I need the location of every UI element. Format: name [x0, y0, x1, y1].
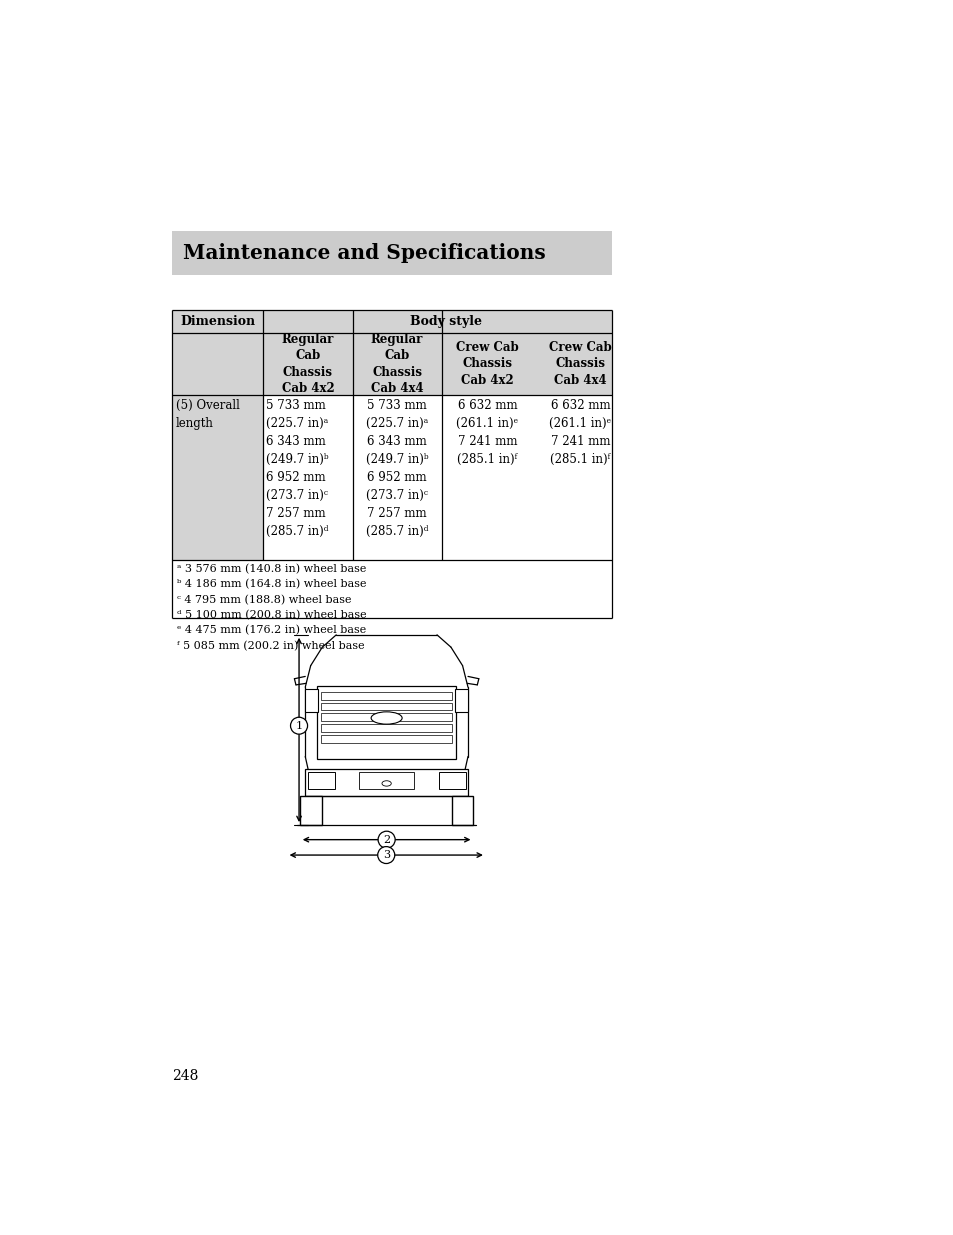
Bar	[438, 772, 465, 789]
Bar	[320, 714, 452, 721]
Text: (5) Overall
length: (5) Overall length	[175, 399, 239, 430]
Ellipse shape	[371, 711, 402, 724]
Circle shape	[377, 846, 395, 863]
Bar	[263, 395, 353, 561]
Bar	[320, 735, 452, 742]
Bar	[172, 231, 612, 275]
Bar	[441, 395, 533, 561]
Bar	[307, 772, 335, 789]
Text: 248: 248	[172, 1070, 198, 1083]
Bar	[172, 395, 263, 561]
Text: Body style: Body style	[409, 315, 481, 329]
Bar	[320, 724, 452, 732]
Bar	[359, 772, 414, 789]
Bar	[172, 333, 612, 395]
Bar	[316, 685, 456, 758]
Text: 5 733 mm
(225.7 in)ᵃ
6 343 mm
(249.7 in)ᵇ
6 952 mm
(273.7 in)ᶜ
7 257 mm
(285.7 i: 5 733 mm (225.7 in)ᵃ 6 343 mm (249.7 in)…	[365, 399, 428, 538]
Bar	[320, 703, 452, 710]
Bar	[452, 795, 473, 825]
Bar	[353, 395, 441, 561]
Bar	[455, 689, 468, 711]
Text: Regular
Cab
Chassis
Cab 4x4: Regular Cab Chassis Cab 4x4	[371, 332, 423, 395]
Text: 6 632 mm
(261.1 in)ᵉ
7 241 mm
(285.1 in)ᶠ: 6 632 mm (261.1 in)ᵉ 7 241 mm (285.1 in)…	[549, 399, 611, 467]
Bar	[533, 395, 627, 561]
Bar	[172, 310, 612, 333]
Text: 1: 1	[295, 721, 302, 731]
Circle shape	[377, 831, 395, 848]
Text: ᵃ 3 576 mm (140.8 in) wheel base
ᵇ 4 186 mm (164.8 in) wheel base
ᶜ 4 795 mm (18: ᵃ 3 576 mm (140.8 in) wheel base ᵇ 4 186…	[176, 564, 366, 651]
Bar	[320, 692, 452, 699]
Text: Dimension: Dimension	[180, 315, 255, 329]
Bar	[305, 689, 318, 711]
Text: 6 632 mm
(261.1 in)ᵉ
7 241 mm
(285.1 in)ᶠ: 6 632 mm (261.1 in)ᵉ 7 241 mm (285.1 in)…	[456, 399, 517, 467]
Bar	[305, 769, 468, 795]
Text: 5 733 mm
(225.7 in)ᵃ
6 343 mm
(249.7 in)ᵇ
6 952 mm
(273.7 in)ᶜ
7 257 mm
(285.7 i: 5 733 mm (225.7 in)ᵃ 6 343 mm (249.7 in)…	[266, 399, 329, 538]
Text: Crew Cab
Chassis
Cab 4x2: Crew Cab Chassis Cab 4x2	[456, 341, 518, 387]
Text: 3: 3	[382, 850, 390, 860]
Bar	[299, 795, 321, 825]
Text: 2: 2	[383, 835, 390, 845]
Ellipse shape	[381, 781, 391, 787]
Circle shape	[291, 718, 307, 734]
Bar	[172, 561, 612, 618]
Text: Regular
Cab
Chassis
Cab 4x2: Regular Cab Chassis Cab 4x2	[281, 332, 334, 395]
Text: Crew Cab
Chassis
Cab 4x4: Crew Cab Chassis Cab 4x4	[548, 341, 611, 387]
Text: Maintenance and Specifications: Maintenance and Specifications	[183, 243, 545, 263]
